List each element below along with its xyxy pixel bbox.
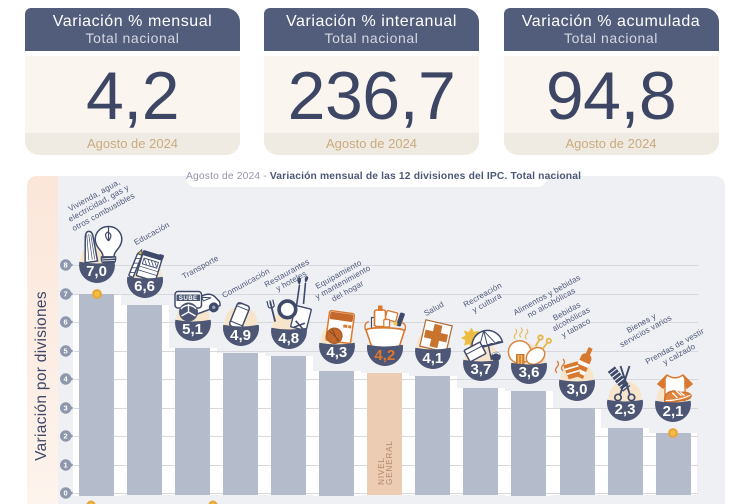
- svg-text:3: 3: [64, 403, 68, 412]
- svg-text:4: 4: [64, 375, 69, 384]
- svg-text:8: 8: [64, 260, 68, 269]
- svg-text:7: 7: [64, 289, 68, 298]
- svg-text:1: 1: [64, 460, 68, 469]
- svg-text:5: 5: [64, 346, 68, 355]
- svg-text:0: 0: [64, 489, 68, 498]
- svg-text:2: 2: [64, 432, 68, 441]
- svg-text:6: 6: [64, 318, 68, 327]
- svg-text:SUBE: SUBE: [178, 295, 197, 302]
